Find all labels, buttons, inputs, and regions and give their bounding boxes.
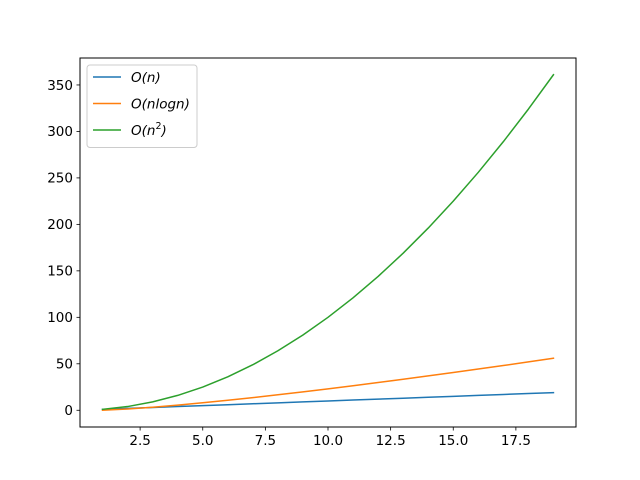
y-tick-label: 0 <box>64 403 73 419</box>
y-tick-label: 50 <box>56 357 73 373</box>
series-layer <box>101 73 555 412</box>
x-tick-label: 10.0 <box>313 433 343 449</box>
x-axis: 2.5 5.0 7.5 10.0 12.5 15.0 17.5 <box>129 427 531 449</box>
legend-label-part: O( <box>131 70 148 86</box>
y-tick-label: 100 <box>47 310 73 326</box>
legend-label-1: O(nlogn) <box>131 97 190 113</box>
x-tick-label: 15.0 <box>438 433 468 449</box>
series-line-0 <box>101 391 555 411</box>
y-tick-label: 150 <box>47 264 73 280</box>
y-tick-label: 300 <box>47 124 73 140</box>
legend-label-part: O( <box>131 97 148 113</box>
legend-label-part: ) <box>161 123 167 139</box>
legend-label-part: O( <box>131 123 148 139</box>
x-tick-label: 5.0 <box>192 433 213 449</box>
series-line-1 <box>101 357 555 412</box>
y-tick-label: 350 <box>47 78 73 94</box>
legend-box <box>86 64 198 148</box>
x-tick-label: 7.5 <box>255 433 276 449</box>
legend-label-part: ) <box>154 70 160 86</box>
series-line-2 <box>101 73 555 411</box>
legend-label-part: logn <box>155 97 184 113</box>
x-tick-label: 2.5 <box>129 433 150 449</box>
y-tick-label: 250 <box>47 171 73 187</box>
legend-label-part: n <box>147 123 156 139</box>
x-tick-label: 17.5 <box>501 433 531 449</box>
legend-label-part: ) <box>184 97 190 113</box>
legend: O(n)O(nlogn)O(n2) <box>86 64 198 148</box>
x-tick-label: 12.5 <box>376 433 406 449</box>
y-tick-label: 200 <box>47 217 73 233</box>
y-axis: 0 50 100 150 200 250 300 350 <box>47 78 80 419</box>
legend-label-0: O(n) <box>131 70 161 86</box>
legend-label-superscript: 2 <box>155 121 161 132</box>
legend-label-part: n <box>147 70 156 86</box>
legend-label-2: O(n2) <box>131 121 167 139</box>
legend-label-part: n <box>147 97 156 113</box>
